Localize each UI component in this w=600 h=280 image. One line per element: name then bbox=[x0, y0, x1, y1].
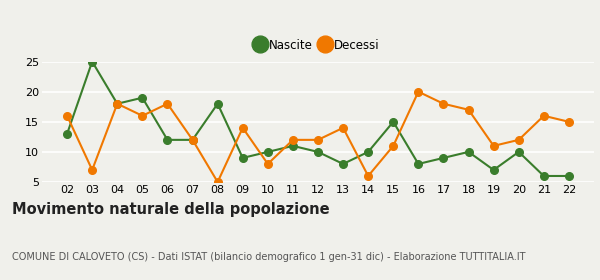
Line: Decessi: Decessi bbox=[63, 88, 573, 186]
Decessi bbox=[113, 102, 121, 105]
Line: Nascite: Nascite bbox=[63, 58, 573, 180]
Decessi bbox=[264, 162, 271, 166]
Decessi bbox=[64, 114, 71, 117]
Decessi bbox=[340, 126, 347, 129]
Nascite bbox=[64, 132, 71, 136]
Decessi bbox=[565, 120, 572, 123]
Text: COMUNE DI CALOVETO (CS) - Dati ISTAT (bilancio demografico 1 gen-31 dic) - Elabo: COMUNE DI CALOVETO (CS) - Dati ISTAT (bi… bbox=[12, 252, 526, 262]
Decessi bbox=[389, 144, 397, 148]
Nascite bbox=[565, 174, 572, 178]
Nascite bbox=[465, 150, 472, 153]
Nascite bbox=[89, 60, 96, 63]
Nascite bbox=[189, 138, 196, 141]
Nascite bbox=[113, 102, 121, 105]
Decessi bbox=[314, 138, 322, 141]
Decessi bbox=[89, 168, 96, 172]
Text: Movimento naturale della popolazione: Movimento naturale della popolazione bbox=[12, 202, 329, 217]
Nascite bbox=[340, 162, 347, 166]
Decessi bbox=[490, 144, 497, 148]
Nascite bbox=[314, 150, 322, 153]
Nascite bbox=[164, 138, 171, 141]
Nascite bbox=[515, 150, 523, 153]
Nascite bbox=[289, 144, 296, 148]
Nascite bbox=[139, 96, 146, 99]
Decessi bbox=[415, 90, 422, 94]
Decessi bbox=[540, 114, 547, 117]
Decessi bbox=[214, 180, 221, 184]
Nascite bbox=[239, 156, 247, 160]
Decessi bbox=[365, 174, 372, 178]
Decessi bbox=[515, 138, 523, 141]
Nascite bbox=[440, 156, 447, 160]
Decessi bbox=[189, 138, 196, 141]
Decessi bbox=[440, 102, 447, 105]
Nascite bbox=[264, 150, 271, 153]
Nascite bbox=[540, 174, 547, 178]
Decessi bbox=[239, 126, 247, 129]
Nascite bbox=[490, 168, 497, 172]
Decessi bbox=[164, 102, 171, 105]
Nascite bbox=[415, 162, 422, 166]
Legend: Nascite, Decessi: Nascite, Decessi bbox=[252, 34, 384, 56]
Nascite bbox=[214, 102, 221, 105]
Decessi bbox=[139, 114, 146, 117]
Nascite bbox=[365, 150, 372, 153]
Decessi bbox=[289, 138, 296, 141]
Decessi bbox=[465, 108, 472, 111]
Nascite bbox=[389, 120, 397, 123]
